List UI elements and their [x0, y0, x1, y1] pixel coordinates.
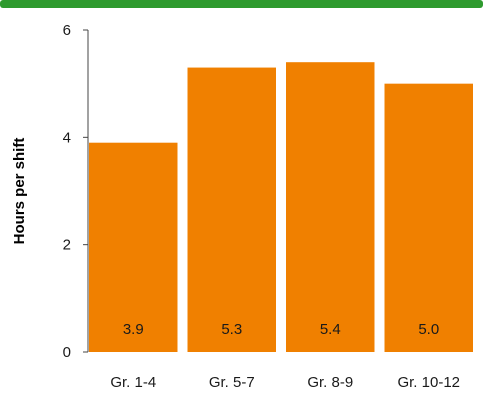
- bar-value-label: 5.4: [320, 321, 341, 338]
- top-green-strip: [0, 0, 483, 8]
- bar: [286, 62, 375, 352]
- y-tick-label: 2: [63, 237, 71, 254]
- category-label: Gr. 10-12: [397, 374, 460, 391]
- category-labels: Gr. 1-4 Gr. 5-7 Gr. 8-9 Gr. 10-12: [110, 374, 460, 391]
- value-labels: 3.9 5.3 5.4 5.0: [123, 321, 439, 338]
- y-ticks: 0 2 4 6: [63, 22, 88, 361]
- y-tick-label: 0: [63, 344, 71, 361]
- bar: [384, 83, 473, 353]
- bar-value-label: 5.3: [221, 321, 242, 338]
- category-label: Gr. 5-7: [209, 374, 255, 391]
- y-tick-label: 4: [63, 129, 71, 146]
- category-label: Gr. 1-4: [110, 374, 156, 391]
- category-label: Gr. 8-9: [307, 374, 353, 391]
- bar: [187, 67, 276, 353]
- bar: [89, 142, 178, 352]
- bar-value-label: 3.9: [123, 321, 144, 338]
- y-axis-label: Hours per shift: [11, 138, 28, 245]
- bar-value-label: 5.0: [418, 321, 439, 338]
- bars: [89, 62, 473, 353]
- y-tick-label: 6: [63, 22, 71, 39]
